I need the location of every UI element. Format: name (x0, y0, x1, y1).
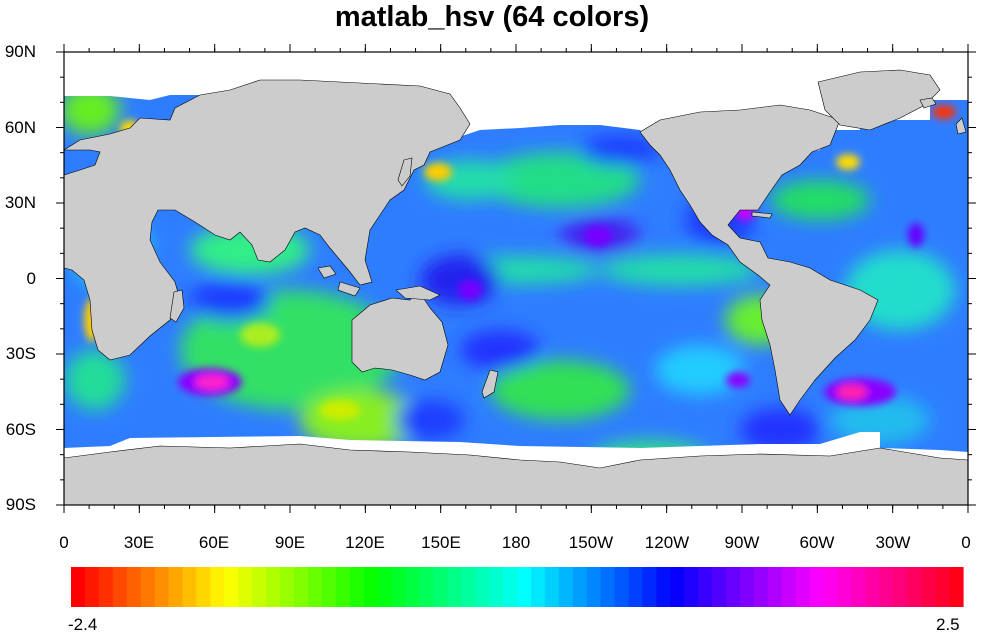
colorbar-box (544, 567, 560, 607)
colorbar-box (419, 567, 434, 607)
colorbar-box (475, 567, 490, 607)
colorbar-box (363, 567, 379, 607)
colorbar-box (182, 567, 198, 607)
lon-label-90e: 90E (274, 533, 306, 552)
chart-title: matlab_hsv (64 colors) (334, 1, 650, 33)
colorbar-box (572, 567, 588, 607)
colorbar-box (558, 567, 574, 607)
colorbar-box (71, 567, 86, 607)
colorbar-box (224, 567, 239, 607)
colorbar-box (349, 567, 365, 607)
colorbar-box (781, 567, 797, 607)
lat-label-eq: 0 (26, 269, 36, 288)
lon-label-0-east: 0 (961, 533, 971, 552)
lon-label-150e: 150E (421, 533, 461, 552)
colorbar-box (447, 567, 462, 607)
lat-label-60n: 60N (4, 118, 36, 137)
lon-label-180: 180 (501, 533, 531, 552)
colorbar-box (489, 567, 504, 607)
lon-label-150w: 150W (568, 533, 614, 552)
colorbar-box (767, 567, 783, 607)
colorbar-max-label: 2.5 (936, 615, 960, 634)
lon-label-60e: 60E (198, 533, 230, 552)
colorbar-box (377, 567, 393, 607)
colorbar-box (433, 567, 448, 607)
lon-label-90w: 90W (724, 533, 760, 552)
colorbar-box (907, 567, 922, 607)
colorbar-box (530, 567, 546, 607)
colorbar-box (740, 567, 755, 607)
land-masses (62, 69, 969, 506)
colorbar-box (252, 567, 267, 607)
colorbar-box (935, 567, 950, 607)
colorbar-box (586, 567, 602, 607)
colorbar-box (307, 567, 323, 607)
colorbar-box (84, 567, 100, 607)
lat-label-90s: 90S (5, 495, 36, 514)
lat-label-30s: 30S (5, 344, 36, 363)
lon-label-120e: 120E (345, 533, 385, 552)
colorbar-box (949, 567, 964, 607)
lon-label-30w: 30W (875, 533, 911, 552)
lon-label-0: 0 (59, 533, 69, 552)
colorbar-box (461, 567, 476, 607)
colorbar-box (112, 567, 128, 607)
colorbar-box (879, 567, 894, 607)
colorbar-box (656, 567, 671, 607)
lat-label-90n: 90N (4, 42, 36, 61)
colorbar-box (837, 567, 853, 607)
colorbar-box (614, 567, 630, 607)
axis-ticks (56, 44, 976, 513)
colorbar-box (921, 567, 936, 607)
colorbar-box (140, 567, 156, 607)
colorbar-box (628, 567, 644, 607)
colorbar-box (642, 567, 657, 607)
colorbar-box (600, 567, 616, 607)
colorbar-box (280, 567, 295, 607)
colorbar-box (321, 567, 337, 607)
lat-label-30n: 30N (4, 193, 36, 212)
lat-label-60s: 60S (5, 420, 36, 439)
colorbar-box (210, 567, 225, 607)
colorbar-box (823, 567, 839, 607)
colorbar (71, 567, 964, 607)
colorbar-box (712, 567, 727, 607)
lon-label-30e: 30E (123, 533, 155, 552)
colorbar-box (865, 567, 880, 607)
colorbar-box (266, 567, 281, 607)
colorbar-box (196, 567, 211, 607)
colorbar-box (405, 567, 421, 607)
colorbar-box (168, 567, 184, 607)
colorbar-box (154, 567, 170, 607)
colorbar-box (684, 567, 699, 607)
lon-label-60w: 60W (799, 533, 835, 552)
colorbar-box (851, 567, 867, 607)
colorbar-box (238, 567, 253, 607)
lon-label-120w: 120W (644, 533, 690, 552)
colorbar-box (294, 567, 309, 607)
colorbar-min-label: -2.4 (68, 615, 98, 634)
colorbar-box (670, 567, 685, 607)
colorbar-box (391, 567, 407, 607)
colorbar-box (726, 567, 741, 607)
colorbar-box (809, 567, 825, 607)
colorbar-box (893, 567, 908, 607)
colorbar-box (753, 567, 769, 607)
colorbar-box (335, 567, 351, 607)
colorbar-box (517, 567, 532, 607)
colorbar-box (698, 567, 713, 607)
colorbar-box (98, 567, 114, 607)
colorbar-box (503, 567, 518, 607)
colorbar-box (795, 567, 811, 607)
colorbar-box (126, 567, 142, 607)
